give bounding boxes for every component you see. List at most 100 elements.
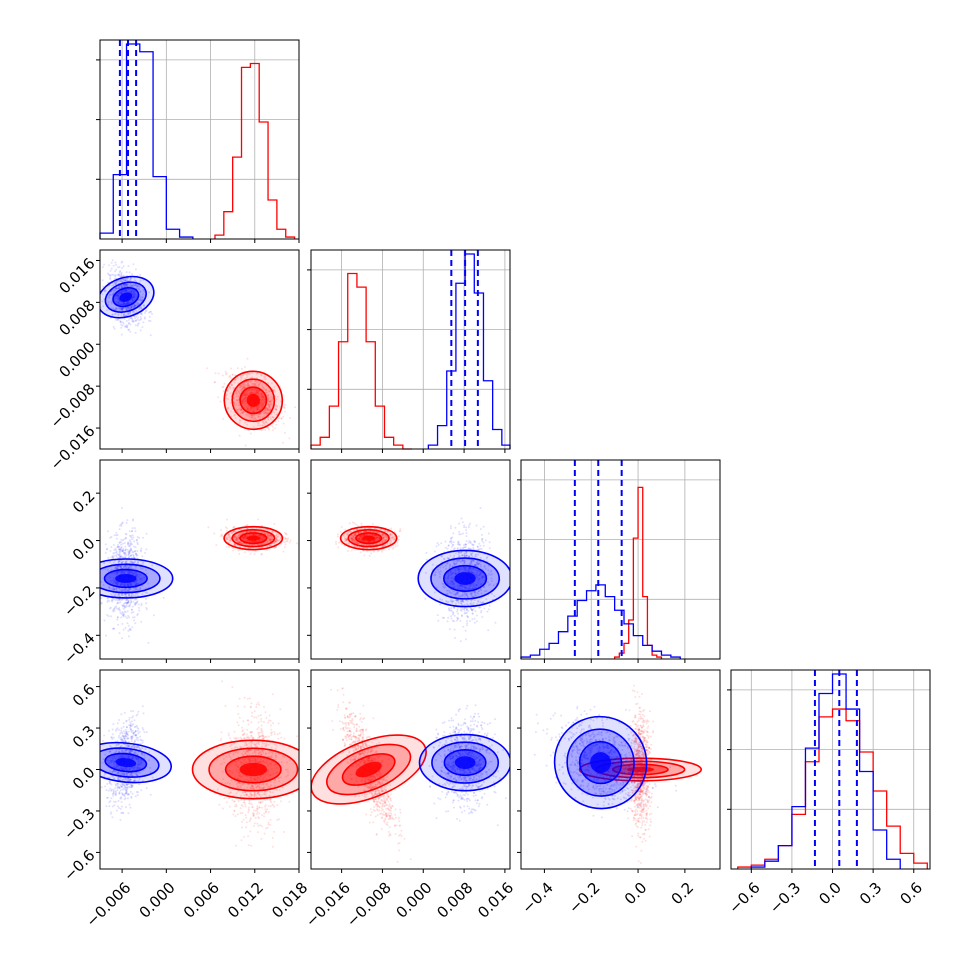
x-tick-label: 0.016 — [474, 879, 517, 922]
red-density-fill — [246, 393, 260, 407]
blue-density-fill — [454, 756, 476, 769]
y-tick-label: 0.2 — [69, 487, 99, 517]
red-contour — [311, 734, 427, 805]
blue-contour — [103, 568, 148, 589]
red-contour — [326, 743, 412, 796]
blue-contour — [442, 564, 488, 593]
red-contour — [191, 739, 299, 800]
y-tick-label: −0.4 — [60, 629, 98, 667]
y-tick-label: −0.2 — [60, 582, 98, 620]
red-contour — [355, 532, 383, 545]
blue-contour — [100, 558, 174, 599]
y-tick-label: 0.6 — [69, 680, 99, 710]
blue-contour — [431, 741, 500, 784]
blue-histogram-step — [99, 43, 194, 239]
red-contour — [224, 755, 282, 784]
blue-histogram-step — [750, 673, 901, 869]
blue-density-fill — [115, 574, 137, 583]
y-tick-label: −0.008 — [47, 380, 99, 432]
blue-contour — [100, 747, 160, 778]
blue-contour — [443, 749, 487, 777]
red-contour — [223, 525, 284, 551]
blue-contour — [104, 281, 147, 313]
blue-contour — [418, 733, 510, 792]
y-tick-label: 0.000 — [55, 338, 98, 381]
x-tick-label: 0.2 — [668, 879, 698, 909]
panel-frame — [310, 459, 511, 660]
x-tick-label: 0.000 — [393, 879, 436, 922]
blue-contour — [100, 275, 155, 319]
x-tick-label: −0.016 — [302, 879, 354, 931]
y-tick-label: 0.016 — [55, 254, 98, 297]
blue-contour — [112, 286, 140, 308]
blue-density-fill — [119, 292, 133, 302]
histogram-panel-4 — [727, 669, 931, 870]
panel-frame — [730, 669, 931, 870]
blue-histogram-step — [427, 253, 511, 449]
red-contour — [339, 525, 398, 551]
histogram-panel-2 — [307, 249, 511, 450]
red-contour — [208, 747, 299, 792]
y-tick-label: −0.6 — [60, 846, 98, 884]
y-tick-label: −0.016 — [47, 422, 99, 474]
y-tick-label: 0.3 — [69, 722, 99, 752]
x-tick-label: −0.006 — [83, 879, 135, 931]
panel-frame — [99, 459, 300, 660]
red-contour — [223, 370, 284, 431]
x-tick-label: 0.6 — [897, 879, 927, 909]
x-tick-label: −0.008 — [343, 879, 395, 931]
x-tick-label: −0.6 — [725, 879, 763, 917]
blue-contour — [417, 549, 510, 608]
blue-contour — [578, 740, 623, 785]
blue-contour — [104, 752, 148, 773]
red-contour — [231, 529, 276, 548]
y-tick-label: 0.0 — [69, 534, 99, 564]
panel-frame — [99, 39, 300, 240]
blue-contour — [566, 728, 635, 797]
red-contour — [347, 529, 390, 548]
panel-frame — [99, 249, 300, 450]
red-histogram-step — [214, 62, 296, 239]
x-tick-label: 0.0 — [621, 879, 651, 909]
blue-contour — [100, 741, 173, 784]
red-contour — [611, 763, 669, 776]
y-tick-label: −0.3 — [60, 805, 98, 843]
red-contour — [231, 378, 276, 423]
panel-frame — [520, 459, 721, 660]
red-histogram-step — [737, 708, 928, 869]
blue-density-fill — [115, 758, 137, 768]
scatter-panel-r2c0 — [99, 459, 300, 660]
red-contour — [239, 386, 268, 415]
histogram-panel-1 — [96, 39, 300, 240]
red-density-fill — [355, 761, 382, 778]
blue-contour — [430, 557, 501, 600]
blue-contour — [553, 715, 648, 810]
blue-density-fill — [454, 572, 476, 585]
scatter-panel-r3c2 — [520, 669, 721, 870]
scatter-panel-r2c1 — [310, 459, 511, 660]
blue-contour — [100, 563, 161, 594]
x-tick-label: 0.000 — [136, 879, 179, 922]
y-tick-label: 0.0 — [69, 763, 99, 793]
red-histogram-step — [310, 272, 413, 450]
scatter-panel-r3c0 — [99, 669, 300, 870]
red-contour — [341, 753, 396, 786]
red-density-fill — [362, 535, 376, 541]
panel-frame — [310, 249, 511, 450]
red-density-fill — [246, 535, 260, 541]
red-density-fill — [239, 762, 268, 777]
x-tick-label: 0.0 — [815, 879, 845, 909]
blue-histogram-step — [520, 584, 681, 659]
histogram-panel-3 — [517, 459, 721, 660]
x-tick-label: 0.012 — [224, 879, 267, 922]
x-tick-label: 0.008 — [433, 879, 476, 922]
red-contour — [239, 532, 268, 545]
scatter-panel-r1c0 — [99, 249, 300, 450]
x-tick-label: −0.2 — [565, 879, 603, 917]
blue-density-fill — [590, 752, 612, 774]
x-tick-label: 0.006 — [180, 879, 223, 922]
scatter-panel-r3c1 — [310, 669, 511, 870]
x-tick-label: −0.4 — [518, 879, 556, 917]
y-tick-label: 0.008 — [55, 296, 98, 339]
